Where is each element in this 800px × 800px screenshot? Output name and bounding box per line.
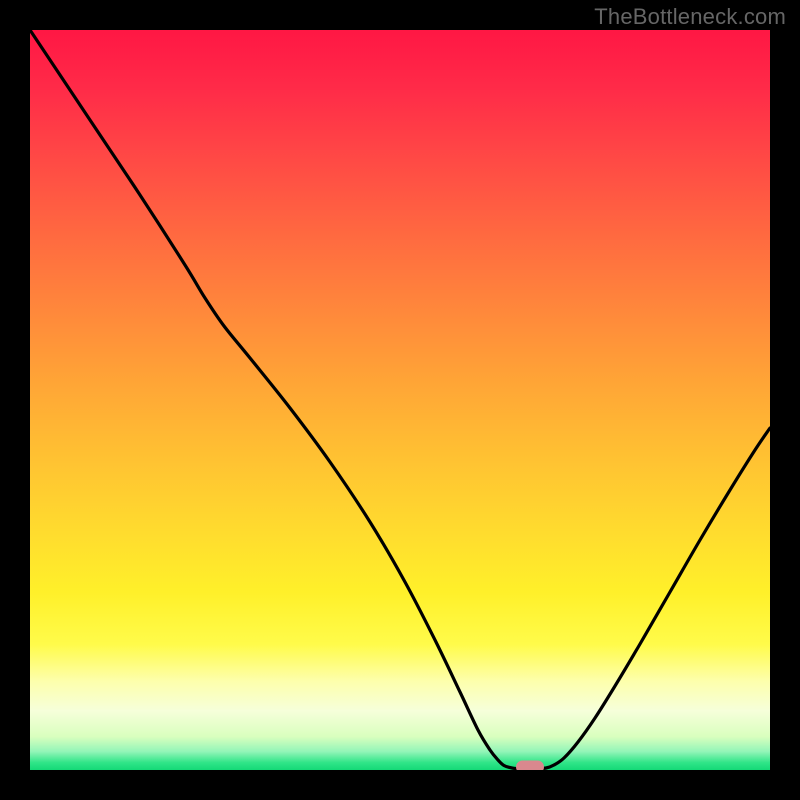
watermark-text: TheBottleneck.com bbox=[594, 4, 786, 30]
bottleneck-curve bbox=[30, 30, 770, 770]
optimal-marker bbox=[516, 761, 544, 771]
chart-container: TheBottleneck.com bbox=[0, 0, 800, 800]
plot-area bbox=[30, 30, 770, 770]
